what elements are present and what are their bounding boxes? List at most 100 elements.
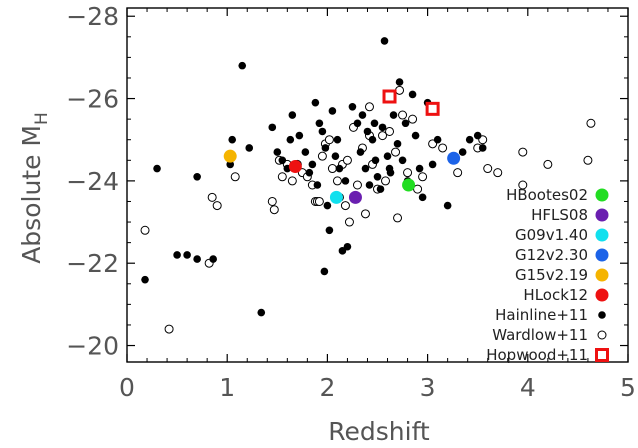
x-tick-label: 2 bbox=[319, 373, 335, 402]
legend-marker-hlock12 bbox=[595, 288, 609, 302]
point-wardlow-11 bbox=[212, 201, 222, 211]
point-wardlow-11 bbox=[327, 164, 337, 174]
legend-label-g09v1-40: G09v1.40 bbox=[515, 226, 588, 244]
point-hainline-11 bbox=[311, 98, 320, 107]
point-hainline-11 bbox=[323, 201, 332, 210]
point-hainline-11 bbox=[443, 201, 452, 210]
x-tick-label: 0 bbox=[119, 373, 135, 402]
point-hainline-11 bbox=[393, 140, 402, 148]
point-wardlow-11 bbox=[393, 213, 403, 223]
point-wardlow-11 bbox=[518, 180, 528, 190]
point-wardlow-11 bbox=[543, 159, 553, 169]
point-hbootes02 bbox=[402, 178, 416, 192]
point-hainline-11 bbox=[378, 123, 387, 132]
point-wardlow-11 bbox=[453, 168, 463, 178]
point-hainline-11 bbox=[295, 131, 304, 140]
point-wardlow-11 bbox=[360, 209, 370, 219]
point-hainline-11 bbox=[478, 144, 487, 152]
point-wardlow-11 bbox=[518, 147, 528, 157]
x-tick-label: 5 bbox=[620, 373, 636, 402]
legend-marker-g15v2-19 bbox=[595, 268, 609, 282]
point-hainline-11 bbox=[183, 251, 191, 259]
y-axis-title-subscript: H bbox=[32, 112, 52, 125]
legend-label-hainline-11: Hainline+11 bbox=[495, 306, 588, 324]
point-wardlow-11 bbox=[267, 196, 277, 206]
point-wardlow-11 bbox=[230, 172, 240, 182]
point-hainline-11 bbox=[365, 181, 374, 189]
point-hainline-11 bbox=[257, 308, 266, 317]
point-wardlow-11 bbox=[344, 217, 354, 227]
point-wardlow-11 bbox=[324, 135, 334, 145]
legend-label-hopwood-11: Hopwood+11 bbox=[486, 346, 588, 364]
legend-label-hlock12: HLock12 bbox=[523, 286, 588, 304]
y-tick-label: −24 bbox=[66, 167, 119, 196]
legend-label-g12v2-30: G12v2.30 bbox=[515, 246, 588, 264]
point-hainline-11 bbox=[373, 172, 382, 181]
point-hainline-11 bbox=[153, 164, 161, 173]
point-g12v2-30 bbox=[447, 151, 461, 165]
point-wardlow-11 bbox=[277, 172, 287, 182]
point-hainline-11 bbox=[226, 160, 235, 169]
point-wardlow-11 bbox=[314, 196, 324, 206]
point-wardlow-11 bbox=[493, 168, 503, 178]
x-tick-label: 1 bbox=[219, 373, 235, 402]
point-hainline-11 bbox=[380, 37, 389, 45]
point-hainline-11 bbox=[193, 172, 201, 181]
y-tick-label: −22 bbox=[66, 249, 119, 278]
x-axis-title: Redshift bbox=[328, 417, 430, 446]
point-hainline-11 bbox=[268, 123, 277, 132]
point-hainline-11 bbox=[238, 61, 247, 70]
point-hainline-11 bbox=[408, 90, 417, 99]
point-hainline-11 bbox=[321, 144, 330, 152]
legend: HBootes02 HFLS08 G09v1.40 G12v2.30 G15v2.19 H… bbox=[486, 186, 609, 364]
legend-label-wardlow-11: Wardlow+11 bbox=[492, 326, 588, 344]
point-hainline-11 bbox=[389, 111, 398, 119]
point-hainline-11 bbox=[245, 144, 254, 152]
point-hopwood-11 bbox=[382, 89, 397, 104]
point-wardlow-11 bbox=[269, 205, 279, 215]
legend-label-hfls08: HFLS08 bbox=[531, 206, 588, 224]
point-wardlow-11 bbox=[287, 176, 297, 186]
point-wardlow-11 bbox=[438, 143, 448, 153]
point-g15v2-19 bbox=[223, 149, 237, 163]
point-hainline-11 bbox=[318, 127, 327, 136]
point-hainline-11 bbox=[228, 135, 237, 144]
point-hainline-11 bbox=[458, 148, 467, 156]
point-hainline-11 bbox=[361, 164, 370, 173]
point-hainline-11 bbox=[333, 135, 342, 144]
point-hainline-11 bbox=[209, 255, 217, 263]
point-hainline-11 bbox=[338, 247, 347, 255]
point-hainline-11 bbox=[411, 131, 420, 140]
point-wardlow-11 bbox=[381, 176, 391, 186]
point-hainline-11 bbox=[385, 164, 394, 173]
point-hainline-11 bbox=[395, 78, 404, 86]
point-wardlow-11 bbox=[395, 85, 405, 95]
point-hainline-11 bbox=[308, 160, 317, 169]
point-wardlow-11 bbox=[164, 324, 174, 334]
point-wardlow-11 bbox=[385, 126, 395, 136]
point-wardlow-11 bbox=[340, 201, 350, 211]
point-wardlow-11 bbox=[342, 155, 352, 165]
point-hainline-11 bbox=[473, 131, 482, 140]
point-hainline-11 bbox=[363, 127, 372, 136]
point-hainline-11 bbox=[286, 135, 295, 144]
point-wardlow-11 bbox=[586, 118, 596, 128]
point-hainline-11 bbox=[398, 156, 407, 165]
y-axis-title: Absolute MH bbox=[17, 112, 52, 264]
point-hainline-11 bbox=[371, 156, 380, 165]
plot-frame bbox=[126, 7, 629, 363]
y-tick-label: −28 bbox=[66, 2, 119, 31]
point-hainline-11 bbox=[141, 275, 149, 284]
point-hfls08 bbox=[348, 190, 362, 204]
point-hainline-11 bbox=[370, 119, 379, 128]
point-hainline-11 bbox=[301, 148, 310, 156]
point-hainline-11 bbox=[465, 135, 474, 144]
x-tick-label: 4 bbox=[520, 373, 536, 402]
point-hlock12 bbox=[288, 159, 302, 173]
point-wardlow-11 bbox=[317, 151, 327, 161]
point-wardlow-11 bbox=[352, 180, 362, 190]
legend-marker-hbootes02 bbox=[595, 188, 609, 202]
legend-marker-g12v2-30 bbox=[595, 248, 609, 262]
point-wardlow-11 bbox=[391, 147, 401, 157]
